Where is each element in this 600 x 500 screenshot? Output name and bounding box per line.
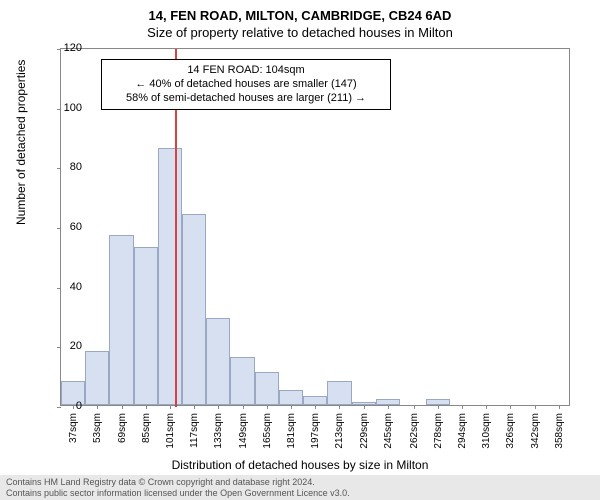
histogram-bar xyxy=(279,390,303,405)
x-tick xyxy=(339,405,340,409)
y-tick-label: 120 xyxy=(52,42,82,54)
x-tick-label: 310sqm xyxy=(481,413,492,453)
x-tick xyxy=(146,405,147,409)
x-tick xyxy=(559,405,560,409)
x-tick xyxy=(218,405,219,409)
x-tick-label: 197sqm xyxy=(310,413,321,453)
x-tick-label: 342sqm xyxy=(530,413,541,453)
x-tick xyxy=(414,405,415,409)
annotation-box: 14 FEN ROAD: 104sqm← 40% of detached hou… xyxy=(101,59,391,110)
x-tick-label: 117sqm xyxy=(189,413,200,453)
histogram-bar xyxy=(255,372,279,405)
histogram-bar xyxy=(109,235,133,405)
x-tick-label: 69sqm xyxy=(117,413,128,453)
x-tick xyxy=(122,405,123,409)
histogram-bar xyxy=(206,318,230,405)
footer-line-1: Contains HM Land Registry data © Crown c… xyxy=(6,477,594,487)
y-axis-label: Number of detached properties xyxy=(14,60,28,225)
x-tick-label: 229sqm xyxy=(359,413,370,453)
x-tick-label: 278sqm xyxy=(433,413,444,453)
x-tick-label: 245sqm xyxy=(383,413,394,453)
x-tick-label: 262sqm xyxy=(409,413,420,453)
x-tick-label: 37sqm xyxy=(68,413,79,453)
y-tick-label: 80 xyxy=(52,161,82,173)
x-axis-label: Distribution of detached houses by size … xyxy=(0,458,600,472)
x-tick xyxy=(243,405,244,409)
x-tick xyxy=(462,405,463,409)
x-tick xyxy=(97,405,98,409)
x-tick-label: 294sqm xyxy=(457,413,468,453)
x-tick-label: 53sqm xyxy=(92,413,103,453)
x-tick xyxy=(194,405,195,409)
x-tick xyxy=(267,405,268,409)
y-tick-label: 60 xyxy=(52,221,82,233)
x-tick-label: 326sqm xyxy=(505,413,516,453)
histogram-bar xyxy=(182,214,206,405)
x-tick-label: 133sqm xyxy=(213,413,224,453)
x-tick-label: 213sqm xyxy=(334,413,345,453)
x-tick xyxy=(170,405,171,409)
x-tick xyxy=(364,405,365,409)
histogram-bar xyxy=(85,351,109,405)
x-tick xyxy=(315,405,316,409)
x-tick-label: 358sqm xyxy=(554,413,565,453)
x-tick-label: 149sqm xyxy=(238,413,249,453)
x-tick xyxy=(486,405,487,409)
x-tick xyxy=(535,405,536,409)
page-title-address: 14, FEN ROAD, MILTON, CAMBRIDGE, CB24 6A… xyxy=(0,0,600,23)
annotation-line: 14 FEN ROAD: 104sqm xyxy=(110,64,382,78)
x-tick xyxy=(388,405,389,409)
x-tick-label: 101sqm xyxy=(165,413,176,453)
x-tick xyxy=(291,405,292,409)
histogram-chart: 14 FEN ROAD: 104sqm← 40% of detached hou… xyxy=(60,48,570,406)
x-tick xyxy=(438,405,439,409)
plot-area: 14 FEN ROAD: 104sqm← 40% of detached hou… xyxy=(60,48,570,406)
histogram-bar xyxy=(303,396,327,405)
histogram-bar xyxy=(158,148,182,405)
x-tick-label: 181sqm xyxy=(286,413,297,453)
histogram-bar xyxy=(230,357,254,405)
x-tick-label: 85sqm xyxy=(141,413,152,453)
page-subtitle: Size of property relative to detached ho… xyxy=(0,23,600,40)
y-tick-label: 100 xyxy=(52,102,82,114)
y-tick-label: 0 xyxy=(52,400,82,412)
x-tick-label: 165sqm xyxy=(262,413,273,453)
x-tick xyxy=(510,405,511,409)
histogram-bar xyxy=(134,247,158,405)
annotation-line: ← 40% of detached houses are smaller (14… xyxy=(110,78,382,92)
annotation-line: 58% of semi-detached houses are larger (… xyxy=(110,92,382,106)
footer-line-2: Contains public sector information licen… xyxy=(6,488,594,498)
y-tick-label: 20 xyxy=(52,340,82,352)
histogram-bar xyxy=(327,381,351,405)
y-tick-label: 40 xyxy=(52,281,82,293)
footer-attribution: Contains HM Land Registry data © Crown c… xyxy=(0,475,600,500)
